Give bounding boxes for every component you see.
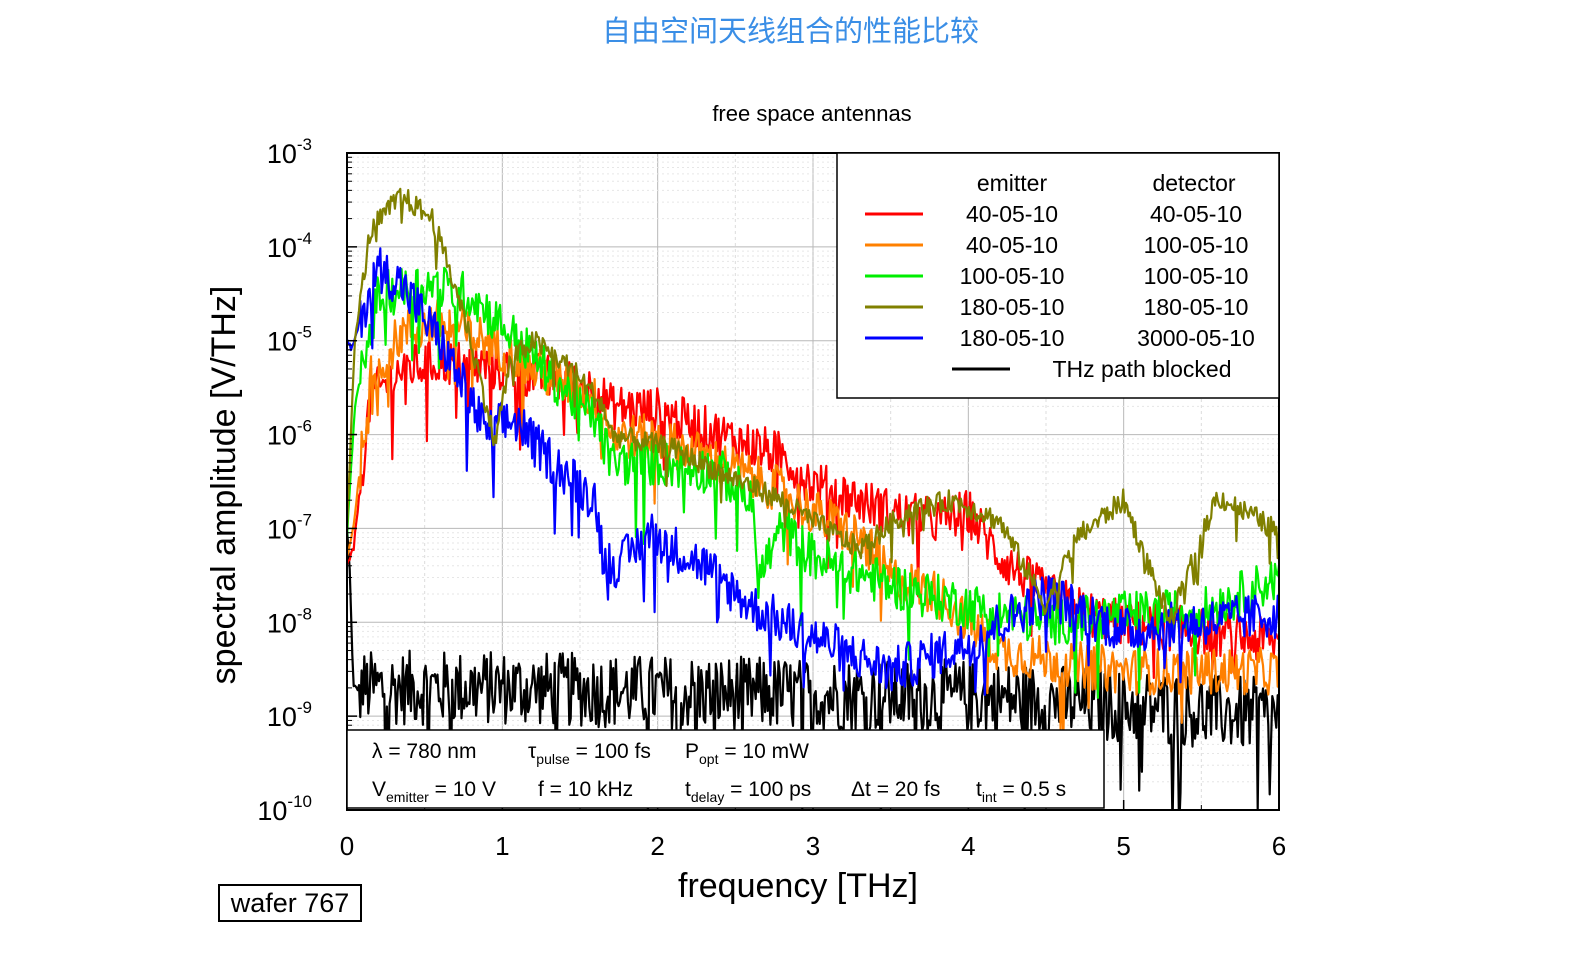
- legend-emitter: 40-05-10: [966, 232, 1058, 258]
- y-tick-label: 10-10: [257, 792, 312, 826]
- legend-emitter: 180-05-10: [960, 325, 1065, 351]
- param-tau-pulse: τpulse = 100 fs: [528, 740, 651, 767]
- x-tick-label: 6: [1272, 831, 1286, 861]
- y-tick-label: 10-7: [267, 510, 312, 544]
- series-line: [347, 299, 1279, 741]
- param-delta-t: Δt = 20 fs: [851, 778, 940, 801]
- x-axis-label: frequency [THz]: [678, 867, 918, 905]
- series-line: [347, 247, 1279, 697]
- legend-detector: 100-05-10: [1144, 263, 1249, 289]
- y-tick-label: 10-4: [267, 229, 312, 263]
- legend-detector: 180-05-10: [1144, 294, 1249, 320]
- page-heading: 自由空间天线组合的性能比较: [601, 14, 979, 48]
- x-tick-label: 0: [340, 831, 354, 861]
- series-line: [347, 187, 1279, 625]
- x-tick-labels: 0 1 2 3 4 5 6: [340, 831, 1286, 861]
- y-tick-label: 10-6: [267, 417, 312, 451]
- param-v-emitter: Vemitter = 10 V: [372, 778, 496, 805]
- y-tick-label: 10-9: [267, 698, 312, 732]
- y-tick-label: 10-3: [267, 135, 312, 169]
- legend-emitter-header: emitter: [977, 170, 1048, 196]
- y-tick-labels: 10-3 10-4 10-5 10-6 10-7 10-8 10-9 10-10: [257, 135, 312, 826]
- y-tick-label: 10-5: [267, 323, 312, 357]
- parameter-box: λ = 780 nm τpulse = 100 fs Popt = 10 mW …: [346, 729, 1105, 809]
- legend-detector-header: detector: [1152, 170, 1235, 196]
- wafer-label: wafer 767: [218, 884, 362, 922]
- param-lambda: λ = 780 nm: [372, 740, 476, 763]
- legend-detector: 100-05-10: [1144, 232, 1249, 258]
- x-tick-label: 4: [961, 831, 975, 861]
- legend-detector: 3000-05-10: [1137, 325, 1255, 351]
- x-tick-label: 3: [806, 831, 820, 861]
- chart-title: free space antennas: [712, 101, 911, 126]
- legend: emitter detector 40-05-10 40-05-10 40-05-1…: [836, 152, 1280, 399]
- param-t-delay: tdelay = 100 ps: [685, 778, 811, 805]
- parameter-box-frame: [346, 729, 1105, 809]
- legend-emitter: 100-05-10: [960, 263, 1065, 289]
- y-axis-label: spectral amplitude [V/THz]: [205, 286, 243, 685]
- legend-label: THz path blocked: [1053, 356, 1232, 382]
- x-tick-label: 1: [495, 831, 509, 861]
- param-p-opt: Popt = 10 mW: [685, 740, 809, 767]
- x-tick-label: 5: [1116, 831, 1130, 861]
- legend-emitter: 40-05-10: [966, 201, 1058, 227]
- x-tick-label: 2: [650, 831, 664, 861]
- series-line: [347, 266, 1279, 699]
- param-t-int: tint = 0.5 s: [976, 778, 1066, 805]
- param-frequency: f = 10 kHz: [538, 778, 633, 801]
- legend-detector: 40-05-10: [1150, 201, 1242, 227]
- legend-emitter: 180-05-10: [960, 294, 1065, 320]
- y-tick-label: 10-8: [267, 604, 312, 638]
